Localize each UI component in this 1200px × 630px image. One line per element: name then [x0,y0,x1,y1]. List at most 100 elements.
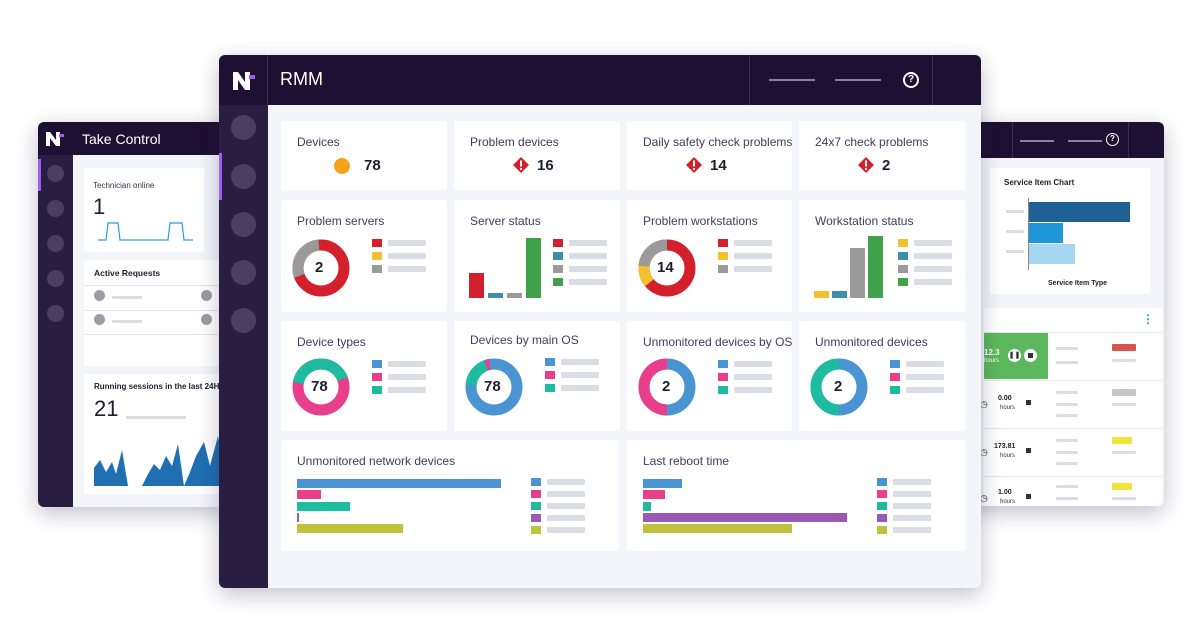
problem-servers-card[interactable]: Problem servers 2 [281,200,447,312]
service-row[interactable]: 12.3 hours ❚❚ [984,333,1162,379]
more-options-icon[interactable]: ⋮ [1142,312,1154,326]
device-types-card[interactable]: Device types 78 [281,321,447,431]
devices-by-os-card[interactable]: Devices by main OS 78 [454,321,620,431]
unmonitored-by-os-value: 2 [662,378,671,395]
stop-button[interactable] [1026,494,1031,499]
problem-workstations-card[interactable]: Problem workstations 14 [627,200,792,312]
clock-icon: ◷ [980,447,988,457]
last-reboot-card[interactable]: Last reboot time [627,440,965,551]
problem-workstations-title: Problem workstations [643,214,758,228]
rmm-sidebar [219,105,268,588]
active-indicator [38,159,41,191]
menu-line-2[interactable] [835,79,881,81]
bar-purple [297,512,300,522]
right-window: ? Service Item Chart Service Item Type ⋮… [960,122,1164,506]
menu-line-1[interactable] [769,79,815,81]
bar-purple [643,512,847,522]
running-sessions-value: 21 [94,396,119,421]
help-icon[interactable]: ? [903,72,919,88]
bar-cyan [643,501,652,511]
alert-diamond-icon [858,157,874,173]
sidebar-nav-5[interactable] [231,308,256,333]
sidebar-nav-5[interactable] [47,305,64,322]
right-topbar: ? [960,122,1164,158]
check-24x7-card[interactable]: 24x7 check problems 2 [799,121,965,190]
service-row[interactable]: ◷ 0.00 hours [980,381,1162,427]
alert-diamond-icon [513,157,529,173]
row-unit: hours [984,358,1000,364]
request-row[interactable] [94,290,224,304]
technician-sparkline [98,222,193,241]
rmm-title: RMM [280,69,323,89]
service-row[interactable]: ◷ 173.81 hours [980,429,1162,475]
sidebar-nav-4[interactable] [47,270,64,287]
row-unit: hours [1000,499,1016,505]
alert-diamond-icon [686,157,702,173]
service-item-bar [1028,244,1075,264]
devices-title: Devices [297,135,340,149]
workstation-status-chart [814,236,883,298]
check-24x7-title: 24x7 check problems [815,135,929,149]
technician-online-card: Technician online 1 [84,168,204,252]
take-control-topbar: Take Control [38,122,228,155]
service-item-bar [1028,223,1063,243]
bar-blue [643,479,682,488]
running-sessions-card: Running sessions in the last 24H 21 [84,374,224,494]
pause-button[interactable]: ❚❚ [1008,349,1021,362]
bar-olive [297,524,404,534]
take-control-sidebar [38,155,73,507]
request-row[interactable] [94,314,224,328]
sidebar-nav-2[interactable] [231,164,256,189]
unmonitored-devices-title: Unmonitored devices [815,335,928,349]
unmonitored-by-os-card[interactable]: Unmonitored devices by OS 2 [627,321,792,431]
service-row[interactable]: ◷ 1.00 hours [980,477,1162,506]
daily-safety-card[interactable]: Daily safety check problems 14 [627,121,792,190]
unmonitored-devices-card[interactable]: Unmonitored devices 2 [799,321,965,431]
technician-online-value: 1 [93,194,106,219]
last-reboot-title: Last reboot time [643,454,730,468]
sidebar-nav-1[interactable] [47,165,64,182]
devices-by-os-donut [465,358,523,416]
problem-workstations-value: 14 [657,259,674,276]
row-value: 0.00 [998,395,1012,402]
server-status-chart [469,238,541,298]
sidebar-nav-3[interactable] [47,235,64,252]
stop-button[interactable] [1024,349,1037,362]
problem-devices-card[interactable]: Problem devices 16 [454,121,620,190]
service-item-bar [1028,202,1130,222]
problem-workstations-donut [638,239,696,297]
sidebar-nav-4[interactable] [231,260,256,285]
row-value: 173.81 [994,443,1016,450]
bar-pink [643,490,666,500]
devices-by-os-title: Devices by main OS [470,333,579,347]
device-types-title: Device types [297,335,366,349]
unmonitored-devices-value: 2 [834,378,843,395]
bar-teal [488,293,503,298]
clock-icon: ◷ [980,493,988,503]
devices-card[interactable]: Devices 78 [281,121,447,190]
unmonitored-network-card[interactable]: Unmonitored network devices [281,440,619,551]
status-dot-icon [334,158,350,174]
bar-grey [850,248,865,298]
bar-red [469,273,484,298]
sidebar-nav-1[interactable] [231,115,256,140]
sidebar-nav-2[interactable] [47,200,64,217]
sessions-area-chart [94,436,224,486]
row-unit: hours [1000,453,1016,459]
row-value: 1.00 [998,489,1012,496]
help-icon[interactable]: ? [1106,133,1119,146]
server-status-card[interactable]: Server status [454,200,620,312]
workstation-status-title: Workstation status [815,214,914,228]
device-types-value: 78 [311,378,328,395]
running-sessions-label: Running sessions in the last 24H [94,382,220,391]
sidebar-nav-3[interactable] [231,212,256,237]
daily-safety-title: Daily safety check problems [643,135,793,149]
service-table-card: ⋮ 12.3 hours ❚❚ ◷ 0.00 hours [980,308,1162,506]
workstation-status-card[interactable]: Workstation status [799,200,965,312]
unmonitored-network-title: Unmonitored network devices [297,454,456,468]
stop-button[interactable] [1026,400,1031,405]
bar-grey [507,293,522,298]
bar-pink [297,490,322,500]
stop-button[interactable] [1026,448,1031,453]
check-24x7-value: 2 [882,157,891,174]
